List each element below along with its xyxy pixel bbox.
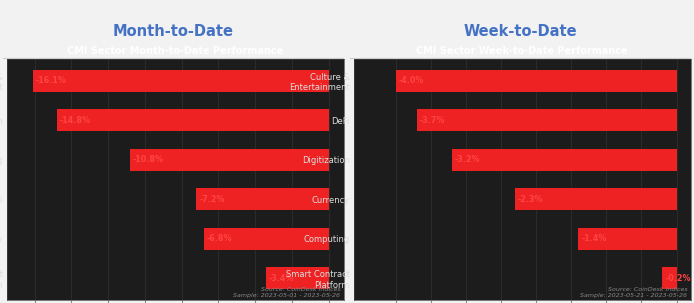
Text: -1.4%: -1.4%: [581, 234, 607, 243]
Text: -0.2%: -0.2%: [666, 274, 691, 283]
Title: CMI Sector Week-to-Date Performance: CMI Sector Week-to-Date Performance: [416, 45, 628, 55]
Bar: [515, 188, 677, 210]
Bar: [33, 70, 329, 92]
Text: -3.7%: -3.7%: [420, 116, 446, 125]
Bar: [196, 188, 329, 210]
Text: Week-to-Date: Week-to-Date: [464, 24, 577, 39]
Text: Month-to-Date: Month-to-Date: [113, 24, 234, 39]
Bar: [396, 70, 677, 92]
Text: Source: CoinDesk Indices
Sample: 2023-05-01 - 2023-05-26: Source: CoinDesk Indices Sample: 2023-05…: [233, 287, 340, 298]
Text: -6.8%: -6.8%: [207, 234, 232, 243]
Text: -7.2%: -7.2%: [199, 195, 225, 204]
Text: Source: CoinDesk Indices
Sample: 2023-05-21 - 2023-05-26: Source: CoinDesk Indices Sample: 2023-05…: [580, 287, 687, 298]
Text: -3.4%: -3.4%: [269, 274, 294, 283]
Title: CMI Sector Month-to-Date Performance: CMI Sector Month-to-Date Performance: [67, 45, 283, 55]
Bar: [663, 267, 677, 289]
Bar: [417, 109, 677, 131]
Text: -4.0%: -4.0%: [399, 76, 424, 85]
Text: -2.3%: -2.3%: [518, 195, 543, 204]
Bar: [130, 149, 329, 171]
Bar: [204, 228, 329, 250]
Bar: [57, 109, 329, 131]
Text: -3.2%: -3.2%: [455, 155, 480, 164]
Bar: [452, 149, 677, 171]
Text: -10.8%: -10.8%: [133, 155, 164, 164]
Bar: [266, 267, 329, 289]
Text: -14.8%: -14.8%: [60, 116, 90, 125]
Bar: [578, 228, 677, 250]
Text: -16.1%: -16.1%: [35, 76, 67, 85]
